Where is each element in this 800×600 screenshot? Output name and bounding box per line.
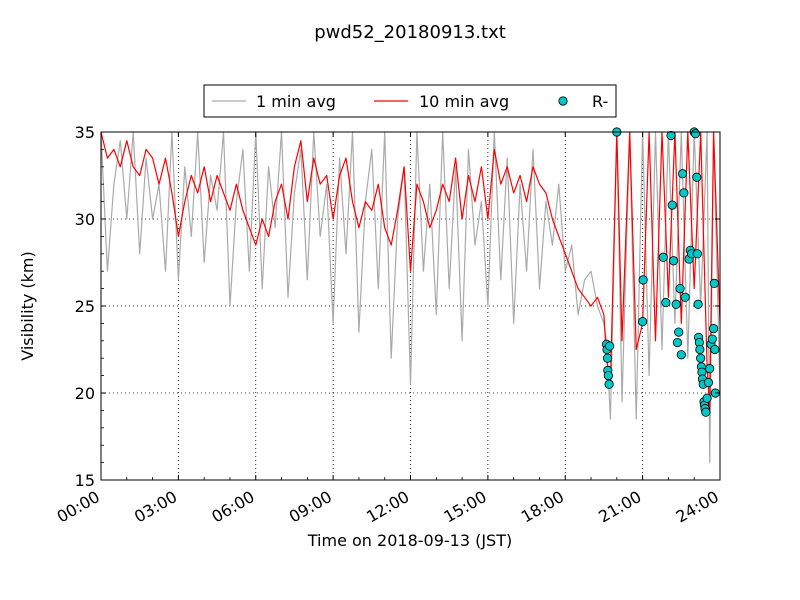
series-r-minus-markers bbox=[601, 127, 720, 417]
r-minus-point bbox=[709, 278, 719, 288]
r-minus-point bbox=[679, 188, 689, 198]
y-tick-label: 30 bbox=[75, 210, 95, 229]
r-minus-point bbox=[671, 299, 681, 309]
r-minus-point bbox=[708, 324, 719, 334]
x-tick-label: 00:00 bbox=[54, 487, 103, 527]
r-minus-point bbox=[707, 334, 717, 344]
r-minus-point bbox=[695, 344, 705, 355]
legend-label-r-minus: R- bbox=[592, 92, 608, 111]
r-minus-point bbox=[702, 393, 712, 403]
legend-label-10min: 10 min avg bbox=[419, 92, 509, 111]
y-axis-label: Visibility (km) bbox=[18, 251, 37, 360]
line-10min-avg bbox=[100, 131, 721, 411]
r-minus-point bbox=[605, 341, 615, 351]
r-minus-point bbox=[638, 275, 648, 285]
r-minus-point bbox=[678, 169, 688, 179]
x-tick-label: 03:00 bbox=[131, 487, 180, 527]
r-minus-point bbox=[693, 299, 703, 309]
x-tick-label: 15:00 bbox=[440, 487, 489, 527]
r-minus-point bbox=[661, 297, 671, 308]
y-tick-label: 15 bbox=[75, 471, 95, 490]
r-minus-point bbox=[705, 364, 715, 374]
r-minus-point bbox=[602, 353, 613, 363]
r-minus-point bbox=[668, 256, 679, 266]
legend: 1 min avg 10 min avg R- bbox=[203, 84, 617, 118]
r-minus-point bbox=[603, 370, 613, 381]
r-minus-point bbox=[604, 379, 614, 389]
gridlines bbox=[101, 132, 720, 480]
r-minus-point bbox=[692, 172, 702, 182]
r-minus-point bbox=[680, 292, 690, 302]
r-minus-point bbox=[667, 200, 677, 210]
y-tick-label: 35 bbox=[75, 123, 95, 142]
chart-title: pwd52_20180913.txt bbox=[314, 22, 506, 43]
r-minus-point bbox=[710, 344, 720, 355]
x-axis-label: Time on 2018-09-13 (JST) bbox=[307, 531, 512, 550]
r-minus-point bbox=[666, 130, 676, 141]
r-minus-point bbox=[692, 249, 702, 259]
r-minus-point bbox=[676, 350, 686, 360]
r-minus-point bbox=[701, 407, 711, 417]
r-minus-point bbox=[638, 317, 648, 327]
r-minus-point bbox=[675, 283, 685, 294]
x-tick-label: 09:00 bbox=[286, 487, 335, 527]
x-tick-label: 24:00 bbox=[673, 487, 722, 527]
x-tick-label: 12:00 bbox=[363, 487, 412, 527]
y-tick-label: 25 bbox=[75, 297, 95, 316]
legend-label-1min: 1 min avg bbox=[256, 92, 336, 111]
x-tick-label: 21:00 bbox=[595, 487, 644, 527]
r-minus-point bbox=[690, 129, 701, 139]
y-axis: 15 20 25 30 35 bbox=[75, 123, 720, 490]
series-10min-avg bbox=[100, 131, 721, 411]
legend-marker-r-minus bbox=[558, 96, 568, 106]
r-minus-point bbox=[658, 252, 668, 262]
r-minus-point bbox=[672, 337, 683, 348]
legend-frame bbox=[203, 84, 617, 118]
r-minus-point bbox=[674, 327, 684, 337]
y-tick-label: 20 bbox=[75, 384, 95, 403]
x-tick-label: 18:00 bbox=[518, 487, 567, 527]
r-minus-point bbox=[696, 353, 706, 363]
r-minus-point bbox=[703, 377, 713, 388]
x-tick-label: 06:00 bbox=[208, 487, 257, 527]
